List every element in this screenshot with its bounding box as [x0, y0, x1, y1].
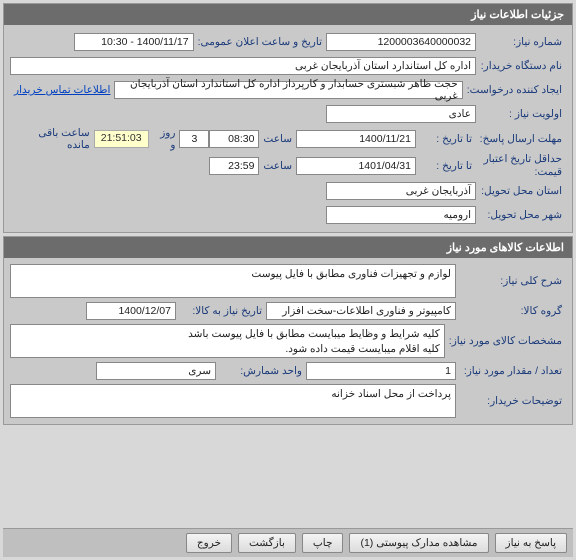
- buyer-org-field: اداره کل استاندارد استان آذربایجان غربی: [10, 57, 476, 75]
- item-spec-label: مشخصات کالای مورد نیاز:: [445, 335, 566, 347]
- panel-request-details: جزئیات اطلاعات نیاز شماره نیاز: 12000036…: [3, 3, 573, 233]
- panel-goods-info: اطلاعات کالاهای مورد نیاز شرح کلی نیاز: …: [3, 236, 573, 425]
- general-desc-field: لوازم و تجهیزات فناوری مطابق با فایل پیو…: [10, 264, 456, 298]
- buyer-contact-link[interactable]: اطلاعات تماس خریدار: [10, 84, 114, 96]
- to-date-label-1: تا تاریخ :: [416, 133, 476, 145]
- exit-button[interactable]: خروج: [186, 533, 232, 553]
- need-date-label: تاریخ نیاز به کالا:: [176, 305, 266, 317]
- announce-dt-label: تاریخ و ساعت اعلان عمومی:: [194, 36, 326, 48]
- goods-group-field: کامپیوتر و فناوری اطلاعات-سخت افزار: [266, 302, 456, 320]
- buyer-notes-field: پرداخت از محل اسناد خزانه: [10, 384, 456, 418]
- unit-label: واحد شمارش:: [216, 365, 306, 377]
- price-validity-label: حداقل تاریخ اعتبار قیمت:: [476, 153, 566, 178]
- panel2-header: اطلاعات کالاهای مورد نیاز: [4, 237, 572, 258]
- buyer-org-label: نام دستگاه خریدار:: [476, 60, 566, 72]
- creator-field: حجت ظاهر شبستری حسابدار و کارپرداز اداره…: [114, 81, 462, 99]
- countdown-field: 21:51:03: [94, 130, 149, 148]
- creator-label: ایجاد کننده درخواست:: [463, 84, 566, 96]
- time-label-2: ساعت: [259, 160, 296, 172]
- back-button[interactable]: بازگشت: [238, 533, 296, 553]
- announce-dt-field: 1400/11/17 - 10:30: [74, 33, 194, 51]
- view-attachments-button[interactable]: مشاهده مدارک پیوستی (1): [349, 533, 488, 553]
- item-spec-field: کلیه شرایط و وظایط میبایست مطابق با فایل…: [10, 324, 445, 358]
- days-count-field: 3: [179, 130, 209, 148]
- to-date-label-2: تا تاریخ :: [416, 160, 476, 172]
- footer-toolbar: پاسخ به نیاز مشاهده مدارک پیوستی (1) چاپ…: [3, 528, 573, 557]
- reply-time-field: 08:30: [209, 130, 259, 148]
- price-to-date-field: 1401/04/31: [296, 157, 416, 175]
- delivery-province-label: استان محل تحویل:: [476, 185, 566, 197]
- delivery-province-field: آذربایجان غربی: [326, 182, 476, 200]
- priority-field: عادی: [326, 105, 476, 123]
- request-no-field: 1200003640000032: [326, 33, 476, 51]
- reply-deadline-label: مهلت ارسال پاسخ:: [476, 133, 566, 145]
- print-button[interactable]: چاپ: [302, 533, 344, 553]
- delivery-city-label: شهر محل تحویل:: [476, 209, 566, 221]
- remaining-text: ساعت باقی مانده: [10, 127, 94, 151]
- time-label-1: ساعت: [259, 133, 296, 145]
- buyer-notes-label: توضیحات خریدار:: [456, 395, 566, 407]
- qty-field: 1: [306, 362, 456, 380]
- reply-to-date-field: 1400/11/21: [296, 130, 416, 148]
- price-time-field: 23:59: [209, 157, 259, 175]
- priority-label: اولویت نیاز :: [476, 108, 566, 120]
- delivery-city-field: ارومیه: [326, 206, 476, 224]
- goods-group-label: گروه کالا:: [456, 305, 566, 317]
- request-no-label: شماره نیاز:: [476, 36, 566, 48]
- general-desc-label: شرح کلی نیاز:: [456, 275, 566, 287]
- days-and-text: روز و: [149, 127, 180, 151]
- unit-field: سری: [96, 362, 216, 380]
- panel1-header: جزئیات اطلاعات نیاز: [4, 4, 572, 25]
- qty-label: تعداد / مقدار مورد نیاز:: [456, 365, 566, 377]
- reply-button[interactable]: پاسخ به نیاز: [495, 533, 567, 553]
- need-date-field: 1400/12/07: [86, 302, 176, 320]
